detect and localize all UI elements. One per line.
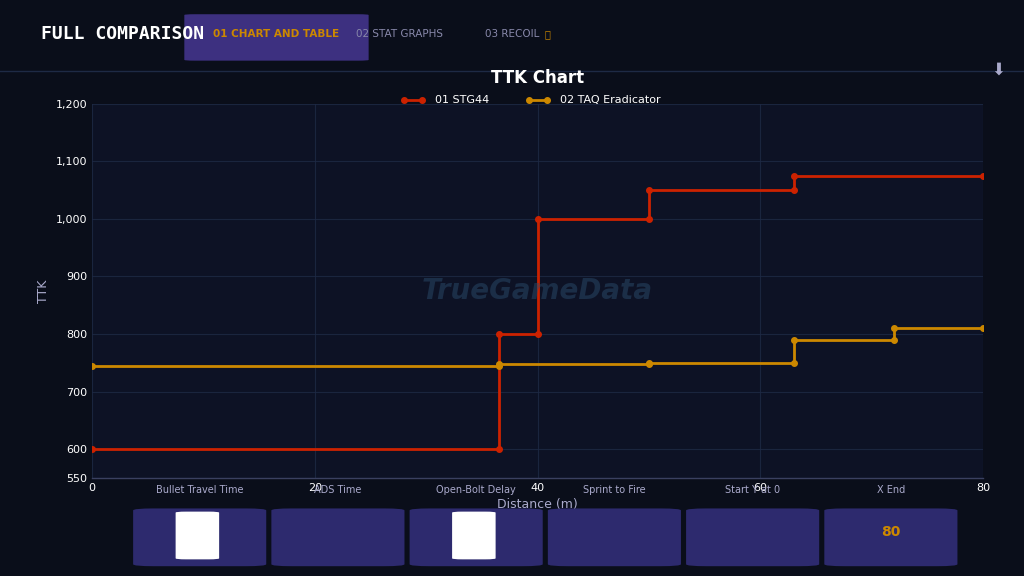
FancyBboxPatch shape [184,14,369,60]
Text: ⬇: ⬇ [991,60,1006,78]
FancyBboxPatch shape [176,511,219,559]
FancyBboxPatch shape [271,509,404,566]
Text: 01 CHART AND TABLE: 01 CHART AND TABLE [213,29,340,39]
Text: Start Y at 0: Start Y at 0 [725,485,780,495]
Text: Open-Bolt Delay: Open-Bolt Delay [436,485,516,495]
FancyBboxPatch shape [686,509,819,566]
FancyBboxPatch shape [410,509,543,566]
Text: 80: 80 [882,525,900,539]
FancyBboxPatch shape [453,511,496,559]
Text: 01 STG44: 01 STG44 [435,95,489,105]
Text: TTK Chart: TTK Chart [492,69,584,87]
Text: Sprint to Fire: Sprint to Fire [583,485,646,495]
Text: ADS Time: ADS Time [314,485,361,495]
Text: 02 TAQ Eradicator: 02 TAQ Eradicator [560,95,660,105]
Y-axis label: TTK: TTK [37,279,50,302]
X-axis label: Distance (m): Distance (m) [498,498,578,511]
Text: X End: X End [877,485,905,495]
FancyBboxPatch shape [824,509,957,566]
Text: 🔒: 🔒 [545,29,551,39]
Text: Bullet Travel Time: Bullet Travel Time [156,485,244,495]
FancyBboxPatch shape [133,509,266,566]
FancyBboxPatch shape [548,509,681,566]
Text: 03 RECOIL: 03 RECOIL [484,29,540,39]
Text: FULL COMPARISON: FULL COMPARISON [41,25,204,43]
Text: TrueGameData: TrueGameData [422,277,653,305]
Text: 02 STAT GRAPHS: 02 STAT GRAPHS [356,29,442,39]
